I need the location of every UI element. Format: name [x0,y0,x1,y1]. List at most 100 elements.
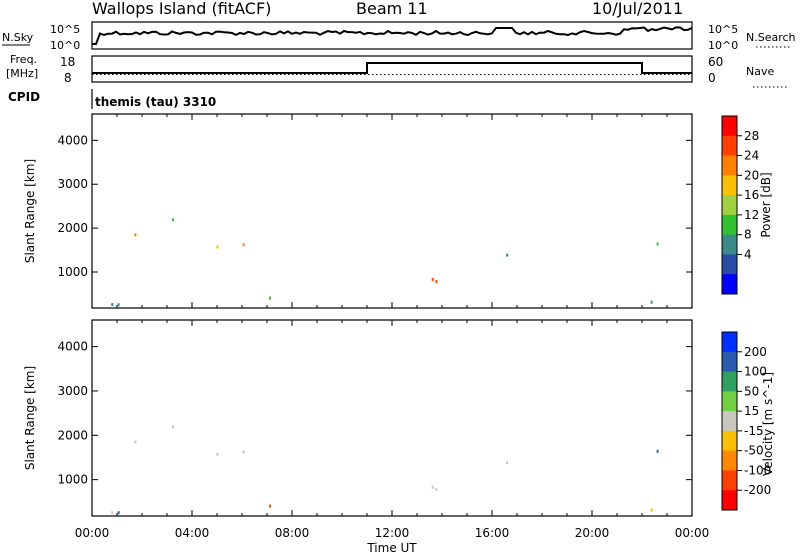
date-label: 10/Jul/2011 [592,0,683,18]
x-tick-label: 20:00 [575,526,610,540]
colorbar-tick-label: 28 [744,129,759,143]
y-tick-label: 4000 [57,133,88,147]
colorbar-swatch [722,214,737,236]
power-frame [91,113,693,309]
colorbar-swatch [722,175,737,196]
colorbar-swatch [722,490,737,511]
colorbar-tick-label: 20 [744,168,759,182]
nave-label: Nave [746,65,774,78]
x-tick-label: 00:00 [675,526,710,540]
colorbar-tick-label: 200 [744,345,767,359]
nsky-tick-high: 10^5 [50,23,80,36]
nsearch-tick-low: 10^0 [708,39,738,52]
freq-tick-low: 8 [64,71,72,85]
chart-title: Wallops Island (fitACF) [92,0,271,18]
nave-tick-high: 60 [708,55,723,69]
x-tick-labels: 00:00 04:00 08:00 12:00 16:00 20:00 00:00 [75,526,710,540]
power-cell [216,245,219,249]
colorbar-swatch [722,116,737,137]
power-cell [268,296,271,300]
colorbar-swatch [722,450,737,471]
colorbar-swatch [722,274,737,295]
colorbar-swatch [722,411,737,432]
y-tick-label: 4000 [57,340,88,354]
power-colorbar-frame [721,115,738,295]
nsky-label: N.Sky [2,31,34,44]
nsearch-tick-high: 10^5 [708,23,738,36]
power-cell [172,218,175,222]
colorbar-tick-label: -50 [744,444,764,458]
colorbar-tick-label: 50 [744,384,759,398]
freq-panel: Freq. [MHz] 18 8 60 0 Nave [6,53,787,88]
power-cell [117,303,120,307]
y-tick-label: 2000 [57,221,88,235]
y-tick-label: 1000 [57,265,88,279]
velocity-cell [431,485,434,489]
colorbar-swatch [722,195,737,216]
power-colorbar-ticks: 28 24 20 16 12 8 4 [737,129,759,261]
velocity-cell [216,452,219,456]
velocity-cell [117,511,120,515]
power-cell [111,303,114,307]
nave-tick-low: 0 [708,71,716,85]
velocity-colorbar: 200 100 50 15 -15 -50 -100 -200 Velocity [m s^-… [721,331,775,511]
freq-tick-high: 18 [60,55,75,69]
x-tick-label: 00:00 [75,526,110,540]
freq-label-1: Freq. [10,53,37,66]
colorbar-tick-label: -15 [744,424,764,438]
velocity-cell [656,449,659,453]
velocity-data [111,425,659,515]
y-tick-label: 2000 [57,428,88,442]
velocity-cell [268,504,271,508]
power-cell [431,278,434,282]
colorbar-swatch [722,155,737,176]
power-y-label: Slant Range [km] [23,159,37,263]
colorbar-swatch [722,430,737,452]
velocity-axes: 1000 2000 3000 4000 [57,320,693,516]
freq-label-2: [MHz] [6,67,38,80]
colorbar-swatch [722,371,737,392]
colorbar-tick-label: 100 [744,365,767,379]
x-tick-label: 04:00 [175,526,210,540]
colorbar-swatch [722,254,737,275]
power-colorbar: 28 24 20 16 12 8 4 Power [dB] [721,115,773,295]
x-tick-label: 16:00 [475,526,510,540]
power-data [111,218,659,307]
nsky-panel: N.Sky 10^5 10^0 10^5 10^0 N.Search [2,21,796,52]
power-cell [506,253,509,257]
colorbar-tick-label: 12 [744,208,759,222]
velocity-cell [111,511,114,515]
nsky-tick-low: 10^0 [50,39,80,52]
colorbar-tick-label: -200 [744,483,771,497]
freq-trace [92,62,692,74]
cpid-value: themis (tau) 3310 [95,95,216,109]
velocity-colorbar-swatches [722,332,737,511]
nsearch-label: N.Search [746,31,796,44]
velocity-cell [172,425,175,429]
colorbar-tick-label: 15 [744,404,759,418]
power-cell [242,243,245,247]
velocity-frame [91,319,693,517]
velocity-colorbar-ticks: 200 100 50 15 -15 -50 -100 -200 [737,345,771,497]
velocity-cell [435,487,438,491]
y-tick-label: 3000 [57,177,88,191]
colorbar-swatch [722,470,737,491]
colorbar-tick-label: 24 [744,149,759,163]
nsky-frame [91,21,693,50]
velocity-colorbar-frame [721,331,738,511]
colorbar-swatch [722,234,737,255]
colorbar-tick-label: 16 [744,188,759,202]
cpid-label: CPID [8,90,40,104]
velocity-cell [506,461,509,465]
power-axes: 1000 2000 3000 4000 [57,114,693,308]
colorbar-tick-label: -100 [744,463,771,477]
velocity-cell [242,450,245,454]
nsky-trace [92,26,693,45]
beam-label: Beam 11 [356,0,428,18]
power-cell [656,242,659,246]
velocity-colorbar-label: Velocity [m s^-1] [761,372,775,476]
colorbar-swatch [722,391,737,412]
x-tick-label: 12:00 [375,526,410,540]
colorbar-tick-label: 8 [744,228,752,242]
